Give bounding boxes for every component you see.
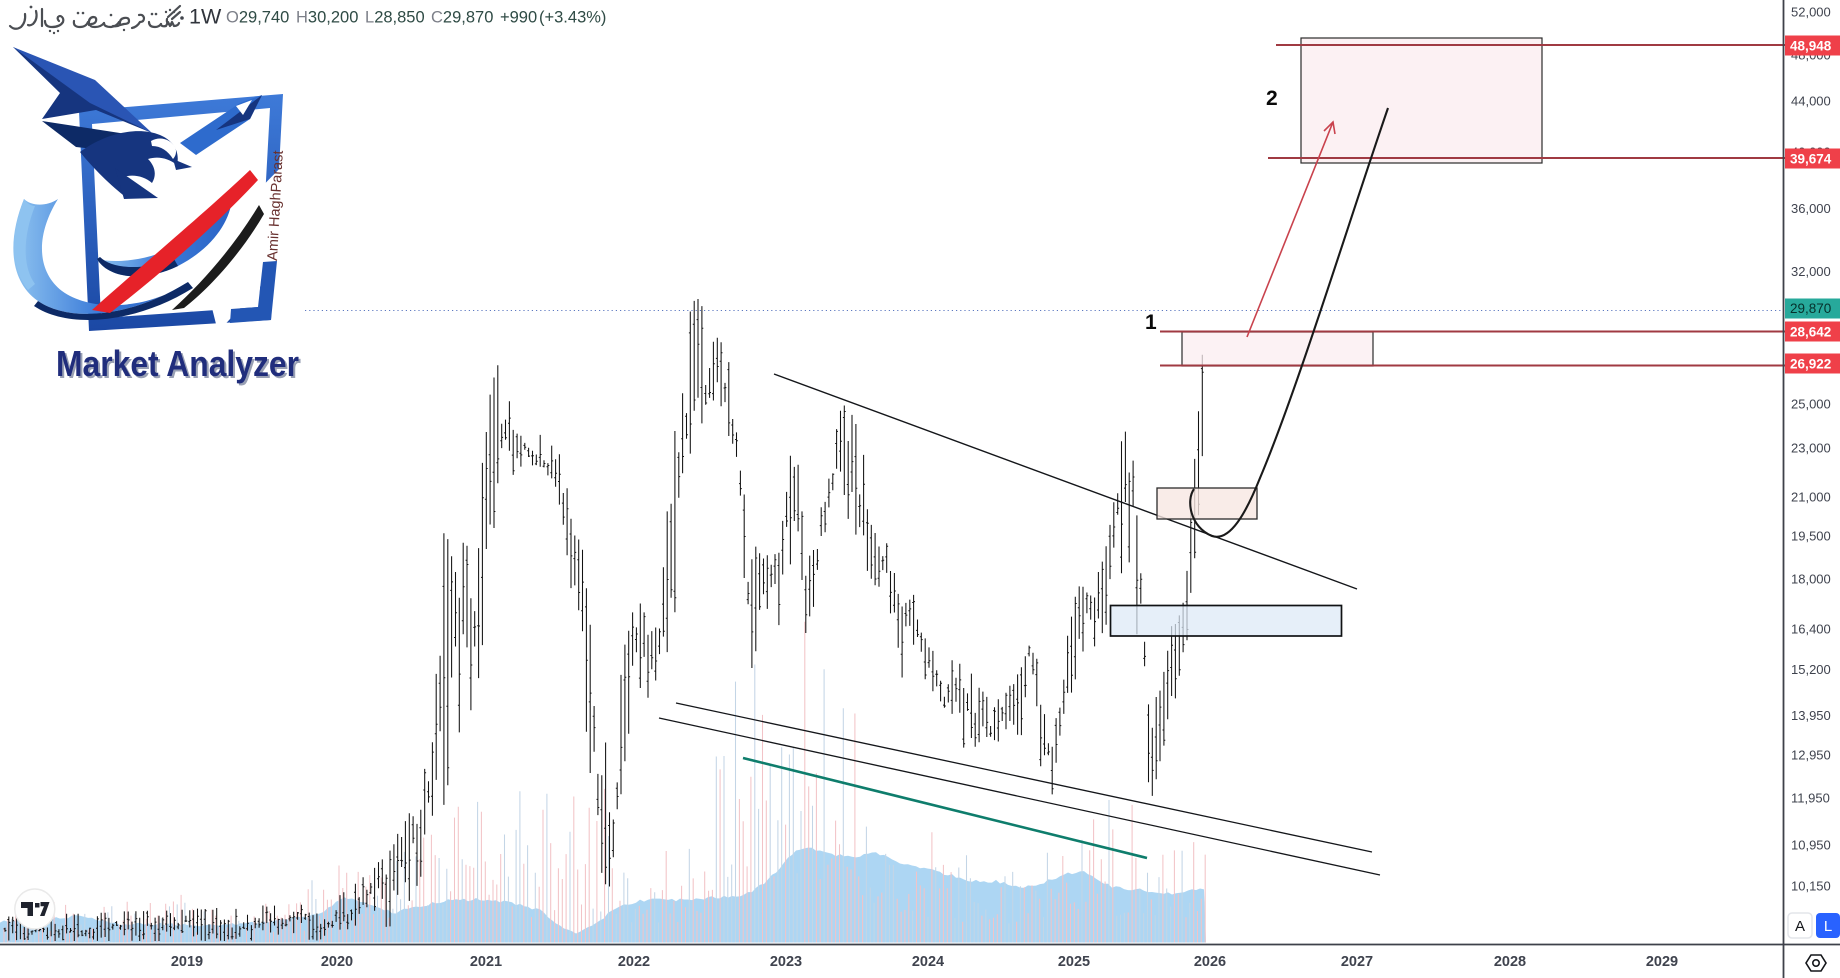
svg-text:16,400: 16,400	[1791, 622, 1831, 637]
svg-text:Market Analyzer: Market Analyzer	[56, 343, 299, 384]
svg-text:36,000: 36,000	[1791, 201, 1831, 216]
svg-text:1W: 1W	[189, 5, 222, 29]
svg-text:29,870: 29,870	[1790, 301, 1831, 316]
svg-text:10,950: 10,950	[1791, 838, 1831, 853]
svg-text:O29,740: O29,740	[226, 9, 289, 27]
svg-text:23,000: 23,000	[1791, 441, 1831, 456]
svg-text:25,000: 25,000	[1791, 397, 1831, 412]
svg-text:15,200: 15,200	[1791, 662, 1831, 677]
svg-text:2021: 2021	[470, 954, 502, 970]
svg-text:2023: 2023	[770, 954, 802, 970]
svg-text:C29,870: C29,870	[431, 9, 493, 27]
svg-text:L: L	[1824, 918, 1832, 935]
svg-text:2024: 2024	[912, 954, 944, 970]
svg-text:2022: 2022	[618, 954, 650, 970]
svg-text:2028: 2028	[1494, 954, 1526, 970]
svg-text:28,642: 28,642	[1790, 325, 1831, 340]
svg-text:44,000: 44,000	[1791, 94, 1831, 109]
svg-text:10,150: 10,150	[1791, 879, 1831, 894]
svg-text:Amir HaghParast: Amir HaghParast	[265, 150, 287, 261]
svg-text:39,674: 39,674	[1790, 152, 1832, 167]
svg-text:19,500: 19,500	[1791, 529, 1831, 544]
svg-text:Market Analyzer: Market Analyzer	[58, 345, 301, 386]
svg-text:2025: 2025	[1058, 954, 1090, 970]
svg-text:A: A	[1795, 918, 1805, 935]
svg-text:13,950: 13,950	[1791, 708, 1831, 723]
svg-text:2020: 2020	[321, 954, 353, 970]
svg-text:18,000: 18,000	[1791, 572, 1831, 587]
svg-text:32,000: 32,000	[1791, 264, 1831, 279]
svg-text:11,950: 11,950	[1791, 791, 1830, 806]
svg-text:(+3.43%): (+3.43%)	[539, 9, 606, 27]
svg-text:2026: 2026	[1194, 954, 1226, 970]
svg-text:L28,850: L28,850	[365, 9, 425, 27]
svg-text:12,950: 12,950	[1791, 748, 1831, 763]
svg-text:2029: 2029	[1646, 954, 1678, 970]
svg-text:26,922: 26,922	[1790, 357, 1831, 372]
svg-text:+990: +990	[500, 9, 537, 27]
svg-text:48,948: 48,948	[1790, 39, 1832, 54]
svg-text:1: 1	[1145, 311, 1157, 334]
svg-text:2019: 2019	[171, 954, 203, 970]
svg-text:21,000: 21,000	[1791, 490, 1831, 505]
svg-text:52,000: 52,000	[1791, 5, 1831, 20]
svg-text:2027: 2027	[1341, 954, 1373, 970]
svg-text:H30,200: H30,200	[296, 9, 358, 27]
svg-text:2: 2	[1266, 87, 1278, 110]
